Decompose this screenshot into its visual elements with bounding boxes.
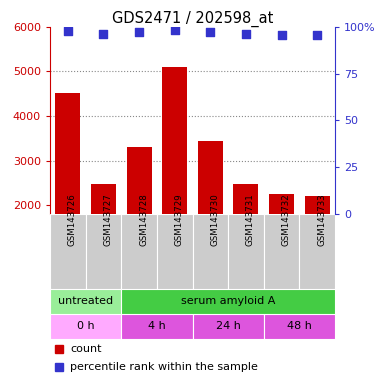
Text: percentile rank within the sample: percentile rank within the sample [70, 362, 258, 372]
Text: GSM143732: GSM143732 [281, 194, 291, 247]
Point [243, 31, 249, 38]
Point [65, 28, 71, 34]
Text: 24 h: 24 h [216, 321, 241, 331]
Text: GSM143731: GSM143731 [246, 194, 255, 247]
Polygon shape [24, 319, 42, 334]
Point [207, 30, 213, 36]
Bar [162, 67, 187, 214]
Text: 0 h: 0 h [77, 321, 94, 331]
Bar [192, 314, 264, 339]
Bar [305, 196, 330, 214]
Bar [50, 314, 121, 339]
Text: GSM143730: GSM143730 [210, 194, 219, 247]
Text: GSM143728: GSM143728 [139, 194, 148, 247]
Bar [300, 214, 335, 289]
Text: untreated: untreated [58, 296, 113, 306]
Bar [233, 184, 258, 214]
Bar [269, 194, 294, 214]
Bar [264, 314, 335, 339]
Text: GSM143729: GSM143729 [175, 194, 184, 247]
Point [100, 31, 107, 38]
Text: 4 h: 4 h [148, 321, 166, 331]
Text: 48 h: 48 h [287, 321, 312, 331]
Text: GSM143726: GSM143726 [68, 194, 77, 247]
Bar [121, 314, 192, 339]
Title: GDS2471 / 202598_at: GDS2471 / 202598_at [112, 11, 273, 27]
Text: count: count [70, 344, 102, 354]
Point [136, 30, 142, 36]
Bar [264, 214, 300, 289]
Point [278, 32, 285, 38]
Point [172, 26, 178, 33]
Bar [85, 214, 121, 289]
Bar [228, 214, 264, 289]
Bar [198, 141, 223, 214]
Text: GSM143727: GSM143727 [104, 194, 112, 247]
Bar [121, 289, 335, 314]
Text: GSM143733: GSM143733 [317, 194, 326, 247]
Bar [91, 184, 116, 214]
Bar [157, 214, 192, 289]
Polygon shape [24, 294, 42, 309]
Text: serum amyloid A: serum amyloid A [181, 296, 275, 306]
Bar [192, 214, 228, 289]
Point [314, 32, 320, 38]
Bar [121, 214, 157, 289]
Bar [55, 93, 80, 214]
Bar [50, 289, 121, 314]
Bar [127, 147, 152, 214]
Bar [50, 214, 85, 289]
